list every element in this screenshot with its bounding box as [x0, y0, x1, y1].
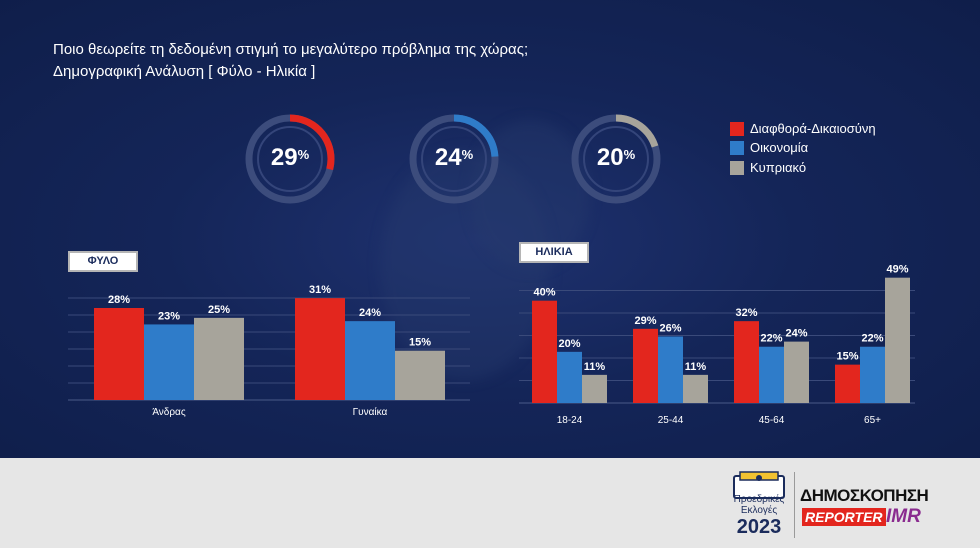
- ring-unit: %: [461, 147, 474, 162]
- bar: [582, 374, 607, 403]
- legend-swatch: [730, 122, 744, 136]
- ring-number: 24: [434, 144, 462, 171]
- data-label: 15%: [836, 351, 858, 363]
- data-label: 28%: [108, 294, 130, 306]
- ring-arc: [245, 114, 335, 204]
- data-label: 24%: [785, 328, 807, 340]
- age-chart-title: ΗΛΙΚΙΑ: [519, 242, 589, 263]
- poll-logo: ΔΗΜΟΣΚΟΠΗΣΗ REPORTER IMR: [800, 486, 940, 532]
- bar: [835, 364, 860, 403]
- data-label: 24%: [359, 307, 381, 319]
- chart-panel: Ποιο θεωρείτε τη δεδομένη στιγμή το μεγα…: [0, 0, 980, 458]
- ring-number: 29: [270, 144, 298, 171]
- bar: [734, 321, 759, 403]
- legend-swatch: [730, 141, 744, 155]
- data-label: 49%: [886, 264, 908, 276]
- data-label: 25%: [208, 304, 230, 316]
- ring-arc: [571, 114, 661, 204]
- ring-value: 29%: [250, 144, 330, 172]
- bar: [658, 336, 683, 403]
- ring-number: 20: [596, 144, 624, 171]
- ring-inner-line: [421, 126, 487, 192]
- bar: [885, 277, 910, 403]
- footer-divider: [794, 472, 795, 538]
- ballot-box-icon: [733, 471, 785, 499]
- ring-value: 20%: [576, 144, 656, 172]
- data-label: 22%: [861, 333, 883, 345]
- bar: [633, 328, 658, 403]
- legend-label: Διαφθορά-Δικαιοσύνη: [750, 121, 876, 136]
- category-label: Άνδρας: [152, 407, 186, 418]
- data-label: 23%: [158, 310, 180, 322]
- ring-chart: [409, 114, 499, 204]
- bar: [395, 350, 445, 400]
- data-label: 22%: [760, 333, 782, 345]
- gender-chart-title: ΦΥΛΟ: [68, 251, 138, 272]
- elections-logo: Προεδρικές Εκλογές 2023: [726, 470, 792, 544]
- elections-logo-year: 2023: [736, 516, 782, 538]
- data-label: 29%: [634, 315, 656, 327]
- bar: [94, 308, 144, 400]
- data-label: 31%: [309, 284, 331, 296]
- bar: [557, 351, 582, 403]
- ring-arc: [409, 114, 499, 204]
- category-label: 45-64: [759, 415, 785, 426]
- bar: [295, 298, 345, 400]
- bar: [784, 341, 809, 403]
- category-label: 65+: [864, 415, 881, 426]
- bar: [860, 346, 885, 403]
- ring-chart: [245, 114, 335, 204]
- data-label: 32%: [735, 307, 757, 319]
- reporter-logo: REPORTER: [802, 508, 886, 526]
- bar-chart-gender: 28% 23% 25% Άνδρας 31% 24% 15% Γυναίκα: [68, 284, 470, 418]
- data-label: 26%: [659, 323, 681, 335]
- category-label: 18-24: [557, 415, 583, 426]
- ring-chart: [571, 114, 661, 204]
- ring-unit: %: [297, 147, 310, 162]
- footer: Προεδρικές Εκλογές 2023 ΔΗΜΟΣΚΟΠΗΣΗ REPO…: [0, 458, 980, 548]
- data-label: 11%: [685, 361, 707, 373]
- bar: [683, 374, 708, 403]
- category-label: 25-44: [658, 415, 684, 426]
- bar: [759, 346, 784, 403]
- bar: [345, 321, 395, 400]
- elections-logo-line1: Προεδρικές: [733, 494, 785, 505]
- elections-logo-line2: Εκλογές: [740, 505, 778, 516]
- ring-value: 24%: [414, 144, 494, 172]
- page-title: Ποιο θεωρείτε τη δεδομένη στιγμή το μεγα…: [53, 41, 529, 58]
- ring-unit: %: [623, 147, 636, 162]
- data-label: 15%: [409, 337, 431, 349]
- category-label: Γυναίκα: [353, 406, 388, 418]
- bar: [144, 324, 194, 400]
- imr-logo: IMR: [886, 506, 921, 527]
- legend-label: Οικονομία: [750, 140, 809, 155]
- bar: [194, 317, 244, 400]
- ring-inner-line: [257, 126, 323, 192]
- bar: [532, 300, 557, 403]
- ring-inner-line: [583, 126, 649, 192]
- page-subtitle: Δημογραφική Ανάλυση [ Φύλο - Ηλικία ]: [53, 63, 316, 80]
- legend-label: Κυπριακό: [750, 160, 807, 175]
- poll-logo-title: ΔΗΜΟΣΚΟΠΗΣΗ: [800, 486, 929, 505]
- data-label: 20%: [558, 338, 580, 350]
- bar-charts: 28% 23% 25% Άνδρας 31% 24% 15% Γυναίκα 40% 20% 11%…: [68, 264, 915, 426]
- data-label: 11%: [584, 361, 606, 373]
- legend-swatch: [730, 161, 744, 175]
- data-label: 40%: [533, 287, 555, 299]
